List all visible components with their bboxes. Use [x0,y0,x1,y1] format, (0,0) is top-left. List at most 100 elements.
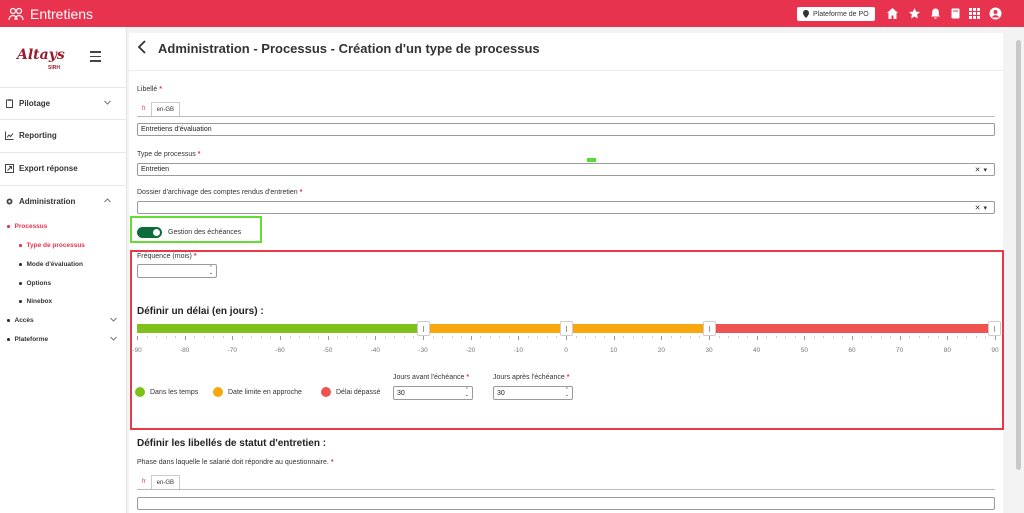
sidebar-sub-mode-evaluation[interactable]: Mode d'évaluation [19,261,83,268]
user-account-icon[interactable] [989,7,1002,20]
sidebar-sub-type-processus[interactable]: Type de processus [19,242,85,249]
spinner-arrows-icon[interactable]: ⌃ ⌄ [564,387,569,398]
tick-minor [623,336,625,338]
tenant-selector[interactable]: Plateforme de PO [797,7,875,21]
jours-avant-input[interactable]: 30 ⌃ ⌄ [393,386,473,400]
apps-grid-icon[interactable] [968,7,981,20]
gestion-echeances-label: Gestion des échéances [168,229,242,236]
tick-mark [899,336,901,340]
slider-thumb[interactable] [417,321,430,336]
tick-minor [508,336,510,338]
sidebar-item-export[interactable]: Export réponse [0,152,126,184]
tick-minor [156,336,158,338]
tick-minor [909,336,911,338]
delai-title: Définir un délai (en jours) : [137,306,264,317]
tick-minor [861,336,863,338]
tick-minor [432,336,434,338]
sidebar-sub-options[interactable]: Options [19,280,51,287]
statut-title: Définir les libellés de statut d'entreti… [137,438,327,449]
slider-thumb[interactable] [988,321,1001,336]
gestion-echeances-toggle[interactable] [137,227,162,238]
tick-minor [632,336,634,338]
tick-minor [918,336,920,338]
tick-minor [451,336,453,338]
tick-minor [718,336,720,338]
tick-minor [175,336,177,338]
bell-icon[interactable] [929,7,942,20]
tick-mark [947,336,949,340]
clear-and-dropdown-icon[interactable]: ✕▾ [974,167,990,174]
page-scrollbar[interactable] [1016,40,1021,470]
dossier-select[interactable]: ✕▾ [137,201,995,214]
tick-minor [289,336,291,338]
tick-mark [756,336,758,340]
tick-minor [194,336,196,338]
slider-thumb[interactable] [560,321,573,336]
tick-minor [403,336,405,338]
tab-fr[interactable]: fr [142,106,146,112]
tick-minor [556,336,558,338]
frequence-input[interactable]: ⌃ ⌄ [137,264,217,278]
tick-minor [880,336,882,338]
menu-toggle-icon[interactable] [90,51,101,65]
tick-minor [394,336,396,338]
tick-minor [966,336,968,338]
star-icon[interactable] [908,7,921,20]
tick-minor [346,336,348,338]
tab-fr[interactable]: fr [142,479,146,485]
tick-label: 20 [657,347,665,354]
clear-and-dropdown-icon[interactable]: ✕▾ [974,205,990,212]
tick-label: -40 [370,347,381,354]
tick-minor [413,336,415,338]
legend-overdue: Délai dépassé [321,387,380,397]
home-icon[interactable] [886,7,899,20]
tick-minor [747,336,749,338]
tick-minor [213,336,215,338]
book-icon[interactable] [949,7,962,20]
phase-input[interactable] [137,497,995,510]
tick-label: -60 [275,347,285,354]
sidebar-sub-processus[interactable]: Processus [7,223,47,230]
tick-minor [318,336,320,338]
tick-minor [499,336,501,338]
tab-en-gb[interactable]: en-GB [150,475,181,489]
jours-apres-input[interactable]: 30 ⌃ ⌄ [493,386,573,400]
spinner-arrows-icon[interactable]: ⌃ ⌄ [464,387,469,398]
tick-mark [423,336,424,340]
tick-minor [299,336,301,338]
libelle-input[interactable]: Entretiens d'évaluation [137,123,995,136]
people-icon [8,7,24,20]
tick-mark [137,336,138,340]
sidebar-sub-ninebox[interactable]: Ninebox [19,298,52,305]
tick-minor [890,336,892,338]
tick-minor [442,336,444,338]
tick-minor [737,336,739,338]
chevron-down-icon [104,100,111,105]
location-pin-icon [803,10,809,18]
delai-range-slider[interactable] [137,321,1001,336]
slider-thumb[interactable] [703,321,716,336]
tick-minor [670,336,672,338]
tick-minor [165,336,167,338]
type-processus-select[interactable]: Entretien ✕▾ [137,163,995,176]
sidebar-item-label: Administration [19,197,76,206]
sidebar-item-pilotage[interactable]: Pilotage [0,87,126,119]
tick-mark [852,336,853,340]
tick-mark [375,336,377,340]
tick-minor [956,336,958,338]
sidebar-item-reporting[interactable]: Reporting [0,119,126,151]
chevron-up-icon [104,198,111,203]
tab-en-gb[interactable]: en-GB [150,102,181,116]
export-icon [5,164,14,173]
tick-mark [518,336,520,340]
sidebar-item-administration[interactable]: Administration [0,185,126,217]
top-bar: Entretiens Plateforme de PO [0,0,1024,27]
spinner-arrows-icon[interactable]: ⌃ ⌄ [208,265,213,276]
sidebar-sub-acces[interactable]: Accès [7,317,122,324]
chevron-down-icon [110,336,117,341]
tick-label: 60 [848,347,856,354]
back-arrow-icon[interactable] [137,40,147,54]
sidebar-sub-plateforme[interactable]: Plateforme [7,336,122,343]
sidebar: Altays SIRH Pilotage Reporting Export ré… [0,27,127,513]
libelle-label: Libellé * [137,86,162,93]
